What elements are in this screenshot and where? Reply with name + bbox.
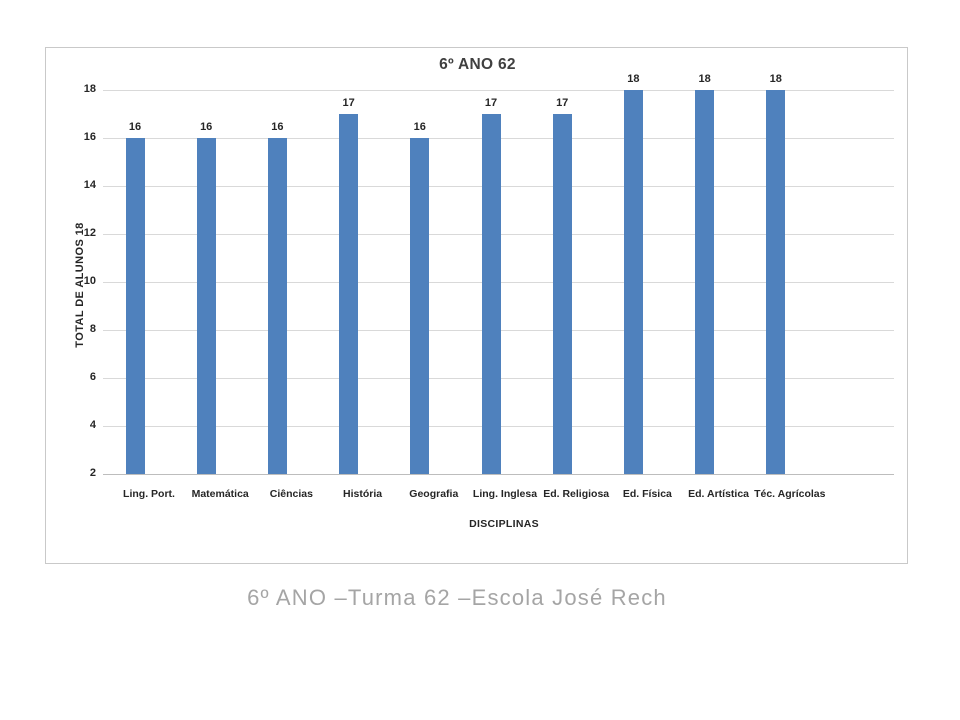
- chart-title: 6º ANO 62: [439, 56, 516, 73]
- bar-value-label: 17: [484, 97, 498, 109]
- y-tick-label: 2: [89, 467, 96, 479]
- x-tick-label: Geografia: [409, 488, 459, 500]
- bar-value-label: 18: [698, 73, 711, 85]
- bar-História: [339, 114, 359, 474]
- bar-value-label: 16: [200, 121, 213, 133]
- bar-value-label: 16: [271, 121, 284, 133]
- bar-value-label: 16: [413, 121, 426, 133]
- chart-frame: 6º ANO 62 TOTAL DE ALUNOS 18 16 16 16 17 16 1…: [45, 47, 908, 564]
- bar-Matemática: [196, 138, 216, 474]
- y-tick-label: 12: [83, 227, 96, 239]
- bar-Ling. Port.: [125, 138, 145, 474]
- y-tick-label: 18: [83, 83, 96, 95]
- x-tick-label: Ed. Física: [622, 488, 672, 500]
- x-tick-label: Ed. Religiosa: [543, 488, 610, 500]
- x-tick-label: Ciências: [269, 488, 313, 500]
- y-tick-label: 8: [89, 323, 96, 335]
- bar-value-label: 17: [556, 97, 569, 109]
- bar-value-label: 17: [342, 97, 355, 109]
- y-tick-label: 10: [83, 275, 96, 287]
- x-tick-label: História: [343, 488, 383, 500]
- bar-Geografia: [410, 138, 430, 474]
- bar-value-label: 18: [627, 73, 640, 85]
- bar-Ed. Religiosa: [552, 114, 572, 474]
- y-tick-label: 14: [83, 179, 96, 191]
- bar-Ed. Física: [623, 90, 643, 474]
- gridline: [103, 90, 894, 91]
- plot-area: 16 16 16 17 16 17 17 18 18 18: [103, 73, 894, 475]
- bar-Ciências: [267, 138, 287, 474]
- bar-value-label: 18: [769, 73, 782, 85]
- bar-value-label: 16: [128, 121, 142, 133]
- x-tick-label: Ed. Artística: [688, 488, 750, 500]
- y-tick-label: 4: [89, 419, 96, 431]
- x-axis-title: DISCIPLINAS: [469, 518, 539, 530]
- x-tick-label: Matemática: [191, 488, 249, 500]
- y-tick-label: 6: [89, 371, 96, 383]
- x-tick-label: Téc. Agrícolas: [754, 488, 826, 500]
- chart-caption: 6º ANO –Turma 62 –Escola José Rech: [247, 585, 667, 610]
- x-tick-label: Ling. Port.: [123, 488, 175, 500]
- bar-Ling. Inglesa: [481, 114, 501, 474]
- bar-Ed. Artística: [695, 90, 715, 474]
- y-tick-label: 16: [83, 131, 96, 143]
- x-tick-label: Ling. Inglesa: [472, 488, 538, 500]
- x-axis-line: [103, 474, 894, 475]
- bar-Téc. Agrícolas: [766, 90, 786, 474]
